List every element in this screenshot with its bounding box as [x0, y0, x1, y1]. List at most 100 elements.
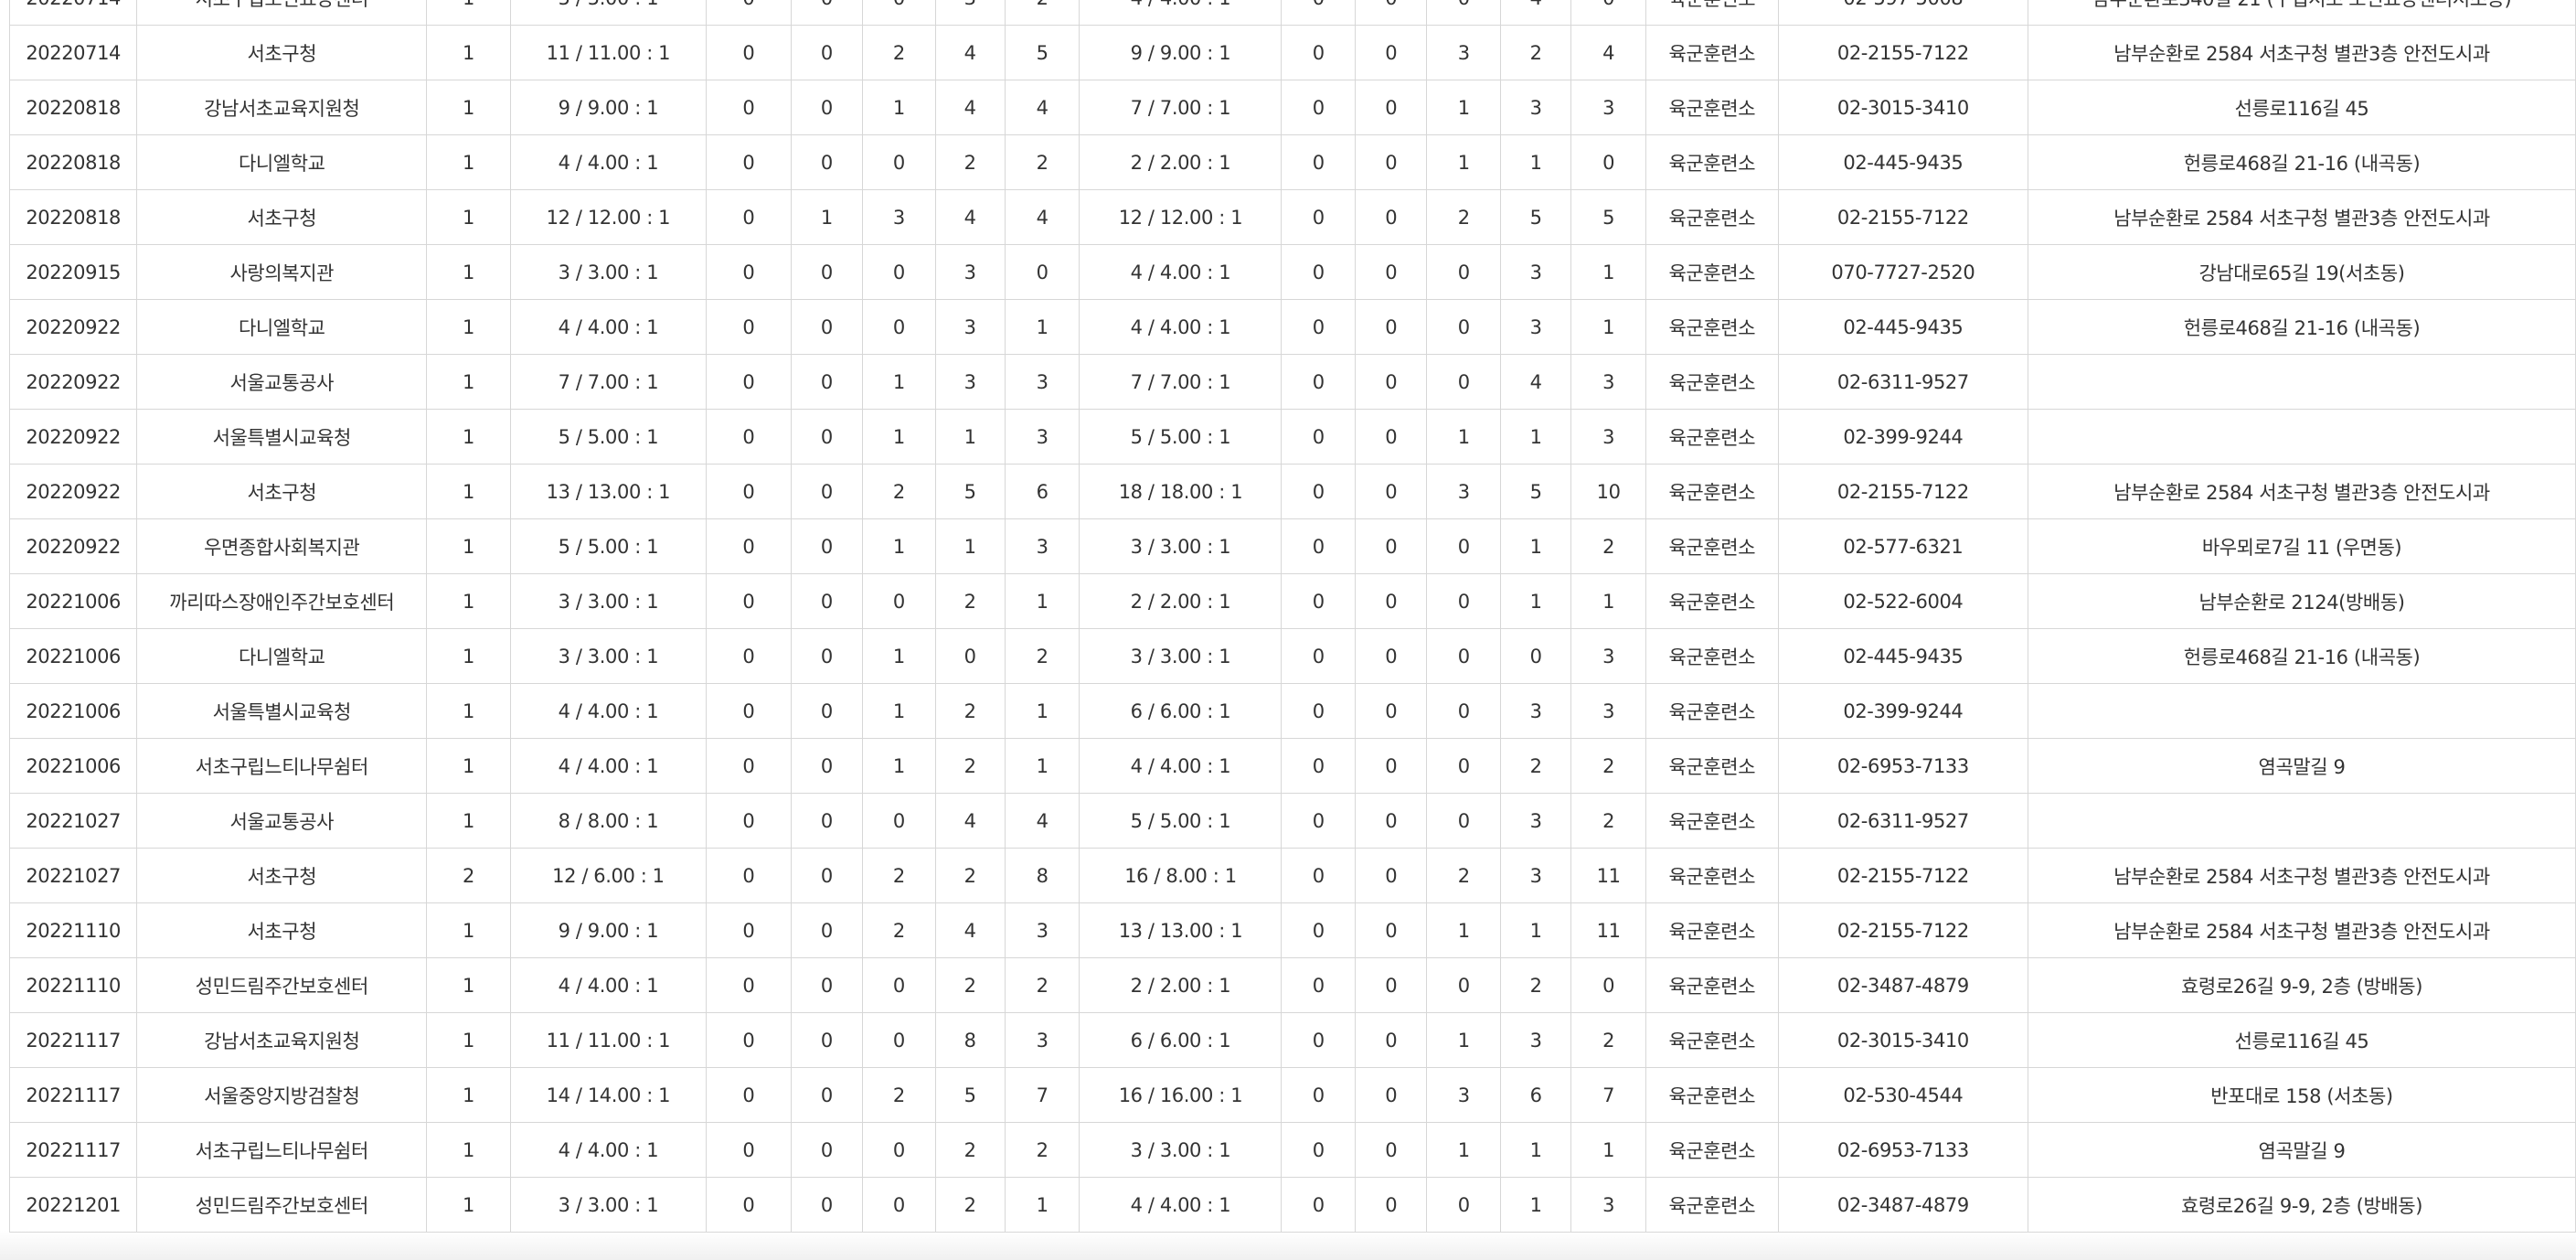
value-cell: 1 — [1499, 409, 1572, 464]
value-cell: 2 — [934, 134, 1006, 190]
value-cell: 11 — [1570, 902, 1646, 958]
address-cell: 남부순환로 2584 서초구청 별관3층 안전도시과 — [2028, 189, 2576, 245]
value-cell: 0 — [1570, 0, 1646, 26]
value-cell: 0 — [706, 244, 792, 300]
date-cell: 20221117 — [8, 1122, 138, 1178]
value-cell: 0 — [790, 1067, 864, 1123]
address-cell: 바우뫼로7길 11 (우면동) — [2028, 518, 2576, 574]
value-cell: 0 — [1355, 1122, 1428, 1178]
value-cell: 0 — [1355, 189, 1428, 245]
value-cell: 5 — [1499, 464, 1572, 519]
value-cell: 0 — [1281, 25, 1357, 80]
value-cell: 0 — [790, 957, 864, 1013]
date-cell: 20220818 — [8, 134, 138, 190]
value-cell: 0 — [1281, 1177, 1357, 1233]
value-cell: 8 — [934, 1012, 1006, 1068]
value-cell: 0 — [1355, 683, 1428, 739]
phone-cell: 02-530-4544 — [1777, 1067, 2029, 1123]
date-cell: 20221110 — [8, 957, 138, 1013]
value-cell: 2 — [862, 464, 936, 519]
address-cell — [2028, 409, 2576, 464]
value-cell: 2 — [1570, 1012, 1646, 1068]
value-cell: 1 — [862, 80, 936, 135]
count-cell: 1 — [426, 25, 511, 80]
value-cell: 0 — [1355, 738, 1428, 794]
value-cell: 0 — [706, 902, 792, 958]
date-cell: 20221110 — [8, 902, 138, 958]
ratio-cell-2: 2 / 2.00 : 1 — [1079, 134, 1283, 190]
value-cell: 2 — [934, 738, 1006, 794]
value-cell: 6 — [1499, 1067, 1572, 1123]
value-cell: 0 — [1281, 244, 1357, 300]
value-cell: 2 — [1499, 738, 1572, 794]
value-cell: 0 — [1355, 409, 1428, 464]
org-name-cell: 서초구립느티나무쉼터 — [136, 738, 428, 794]
value-cell: 5 — [1570, 189, 1646, 245]
value-cell: 0 — [1281, 902, 1357, 958]
value-cell: 2 — [934, 848, 1006, 903]
value-cell: 0 — [1426, 1177, 1501, 1233]
value-cell: 0 — [1426, 244, 1501, 300]
value-cell: 1 — [862, 628, 936, 684]
institution-cell: 육군훈련소 — [1645, 299, 1779, 355]
scroll-shadow — [0, 1231, 2576, 1260]
ratio-cell-1: 13 / 13.00 : 1 — [509, 464, 708, 519]
institution-cell: 육군훈련소 — [1645, 957, 1779, 1013]
value-cell: 0 — [1281, 354, 1357, 410]
value-cell: 2 — [1426, 848, 1501, 903]
institution-cell: 육군훈련소 — [1645, 0, 1779, 26]
value-cell: 1 — [862, 354, 936, 410]
count-cell: 1 — [426, 134, 511, 190]
date-cell: 20220714 — [8, 25, 138, 80]
value-cell: 1 — [1499, 1122, 1572, 1178]
value-cell: 1 — [1570, 1122, 1646, 1178]
value-cell: 2 — [1499, 25, 1572, 80]
date-cell: 20220818 — [8, 189, 138, 245]
value-cell: 4 — [1570, 25, 1646, 80]
count-cell: 1 — [426, 464, 511, 519]
phone-cell: 02-6311-9527 — [1777, 793, 2029, 849]
value-cell: 3 — [934, 354, 1006, 410]
value-cell: 0 — [1281, 848, 1357, 903]
date-cell: 20220714 — [8, 0, 138, 26]
table-row: 20221117 서울중앙지방검찰청 1 14 / 14.00 : 1 0 0 2 5 7 16 … — [8, 1067, 2576, 1123]
count-cell: 2 — [426, 848, 511, 903]
value-cell: 3 — [1570, 628, 1646, 684]
value-cell: 1 — [1426, 902, 1501, 958]
value-cell: 3 — [1426, 464, 1501, 519]
value-cell: 7 — [1004, 1067, 1080, 1123]
count-cell: 1 — [426, 0, 511, 26]
value-cell: 0 — [862, 299, 936, 355]
value-cell: 2 — [934, 683, 1006, 739]
address-cell: 선릉로116길 45 — [2028, 1012, 2576, 1068]
ratio-cell-1: 4 / 4.00 : 1 — [509, 299, 708, 355]
value-cell: 1 — [1499, 1177, 1572, 1233]
org-name-cell: 서초구청 — [136, 464, 428, 519]
value-cell: 0 — [790, 683, 864, 739]
address-cell: 염곡말길 9 — [2028, 1122, 2576, 1178]
value-cell: 0 — [706, 1012, 792, 1068]
institution-cell: 육군훈련소 — [1645, 683, 1779, 739]
ratio-cell-2: 16 / 16.00 : 1 — [1079, 1067, 1283, 1123]
date-cell: 20220922 — [8, 354, 138, 410]
date-cell: 20220922 — [8, 464, 138, 519]
table-body: 20220714서초구립노인요양센터15 / 5.00 : 1000324 / … — [8, 0, 2576, 1233]
value-cell: 0 — [706, 683, 792, 739]
value-cell: 0 — [862, 1122, 936, 1178]
value-cell: 4 — [934, 793, 1006, 849]
value-cell: 1 — [1426, 1012, 1501, 1068]
value-cell: 0 — [706, 0, 792, 26]
value-cell: 3 — [1004, 409, 1080, 464]
value-cell: 3 — [1499, 793, 1572, 849]
date-cell: 20220818 — [8, 80, 138, 135]
value-cell: 0 — [1426, 738, 1501, 794]
institution-cell: 육군훈련소 — [1645, 902, 1779, 958]
ratio-cell-2: 3 / 3.00 : 1 — [1079, 1122, 1283, 1178]
count-cell: 1 — [426, 902, 511, 958]
value-cell: 0 — [1355, 244, 1428, 300]
value-cell: 3 — [1570, 683, 1646, 739]
value-cell: 0 — [1355, 902, 1428, 958]
